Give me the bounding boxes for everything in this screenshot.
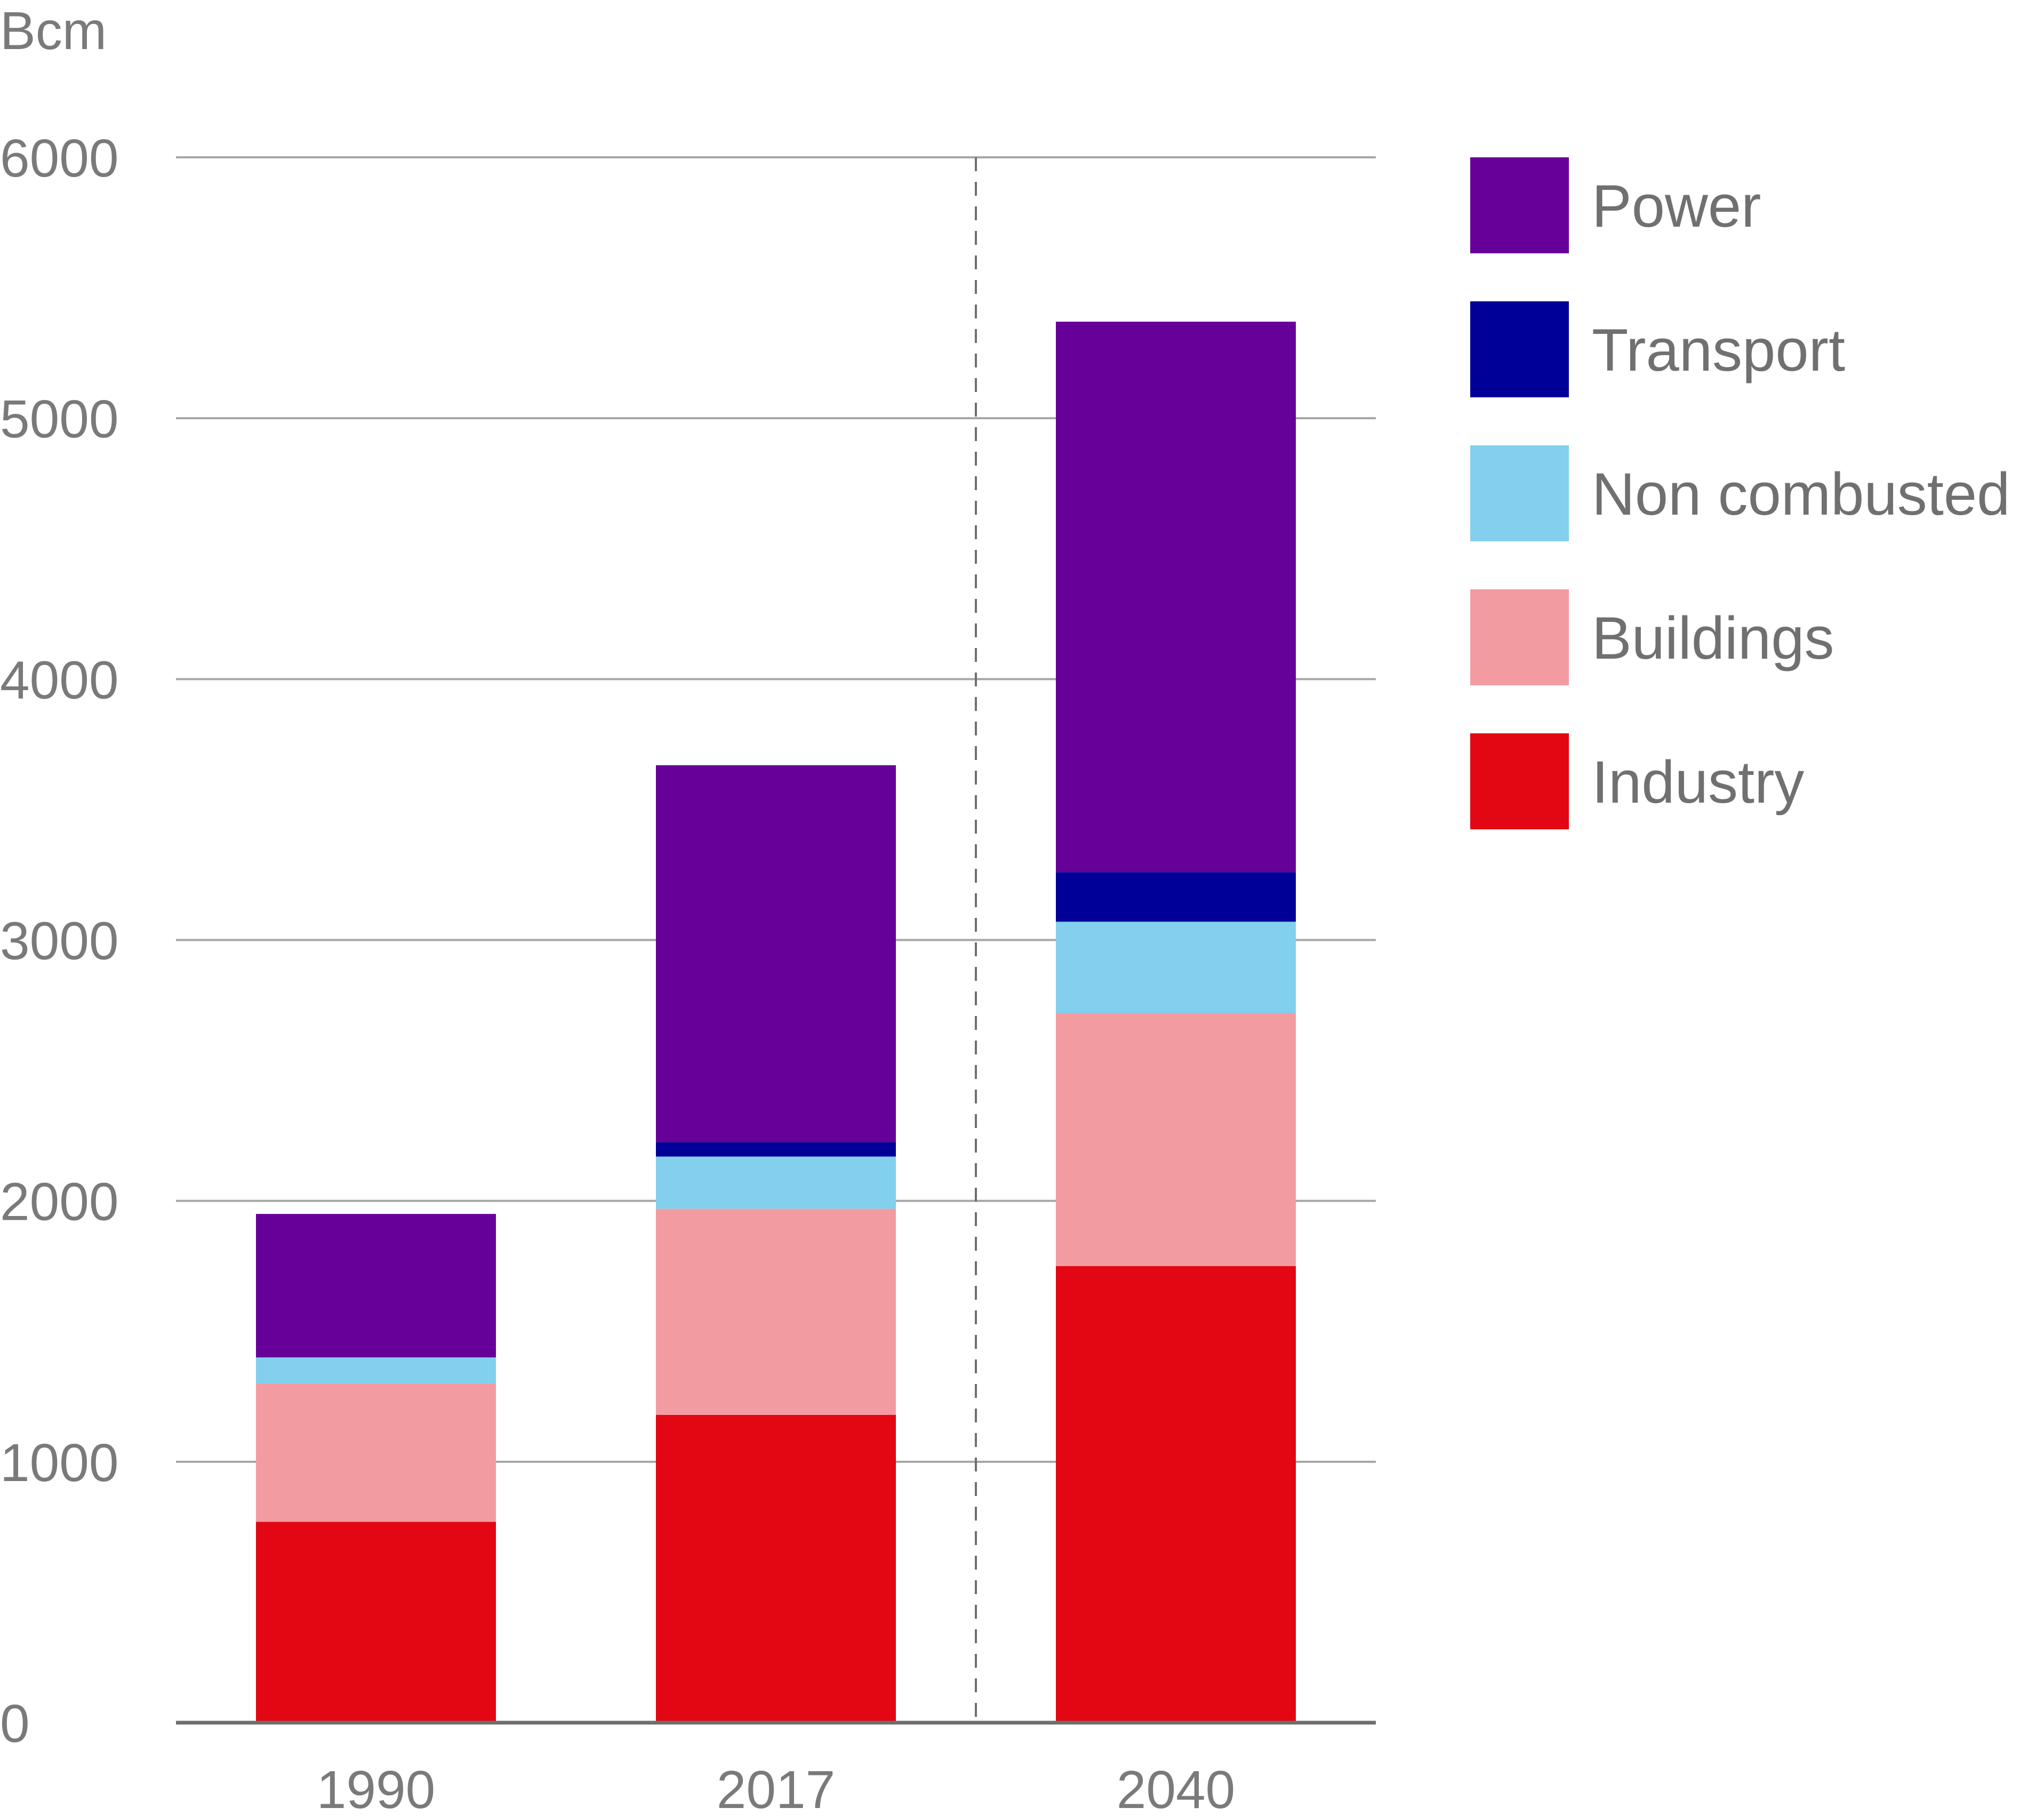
- y-tick-label-6000: 6000: [0, 129, 118, 188]
- legend-swatch-non-combusted: [1470, 445, 1569, 541]
- legend-swatch-buildings: [1470, 589, 1569, 685]
- x-tick-label-2017: 2017: [717, 1760, 835, 1816]
- legend-label-transport: Transport: [1592, 317, 1845, 383]
- bar-non-combusted-1990: [256, 1357, 496, 1384]
- bars: [256, 322, 1296, 1723]
- bar-power-1990: [256, 1214, 496, 1358]
- legend-swatch-industry: [1470, 733, 1569, 829]
- legend-swatch-transport: [1470, 301, 1569, 397]
- bar-non-combusted-2017: [656, 1156, 896, 1209]
- bar-transport-2040: [1056, 872, 1296, 922]
- x-tick-label-2040: 2040: [1117, 1760, 1235, 1816]
- bar-stack-2017: [656, 765, 896, 1723]
- y-tick-label-5000: 5000: [0, 389, 118, 449]
- y-tick-label-0: 0: [0, 1694, 30, 1754]
- legend-label-industry: Industry: [1592, 749, 1804, 815]
- bar-industry-2017: [656, 1414, 896, 1723]
- x-tick-label-1990: 1990: [317, 1760, 435, 1816]
- bar-industry-1990: [256, 1522, 496, 1723]
- x-axis-ticks: 1990 2017 2040: [317, 1760, 1235, 1816]
- bar-stack-1990: [256, 1214, 496, 1723]
- bar-industry-2040: [1056, 1266, 1296, 1723]
- y-tick-label-4000: 4000: [0, 650, 118, 710]
- legend-label-power: Power: [1592, 173, 1761, 239]
- legend-swatch-power: [1470, 157, 1569, 253]
- legend-label-buildings: Buildings: [1592, 605, 1834, 671]
- y-tick-label-3000: 3000: [0, 911, 118, 971]
- y-tick-label-2000: 2000: [0, 1172, 118, 1232]
- bar-buildings-1990: [256, 1383, 496, 1522]
- y-axis-ticks: 0 1000 2000 3000 4000 5000 6000: [0, 129, 118, 1754]
- bar-buildings-2017: [656, 1209, 896, 1415]
- bar-power-2040: [1056, 322, 1296, 873]
- y-axis-unit-label: Bcm: [0, 1, 107, 61]
- bar-power-2017: [656, 765, 896, 1142]
- legend: Power Transport Non combusted Buildings Indu…: [1470, 157, 2010, 829]
- bar-non-combusted-2040: [1056, 922, 1296, 1013]
- legend-label-non-combusted: Non combusted: [1592, 461, 2010, 527]
- bar-buildings-2040: [1056, 1013, 1296, 1266]
- bar-transport-2017: [656, 1142, 896, 1157]
- bar-stack-2040: [1056, 322, 1296, 1723]
- y-tick-label-1000: 1000: [0, 1433, 118, 1493]
